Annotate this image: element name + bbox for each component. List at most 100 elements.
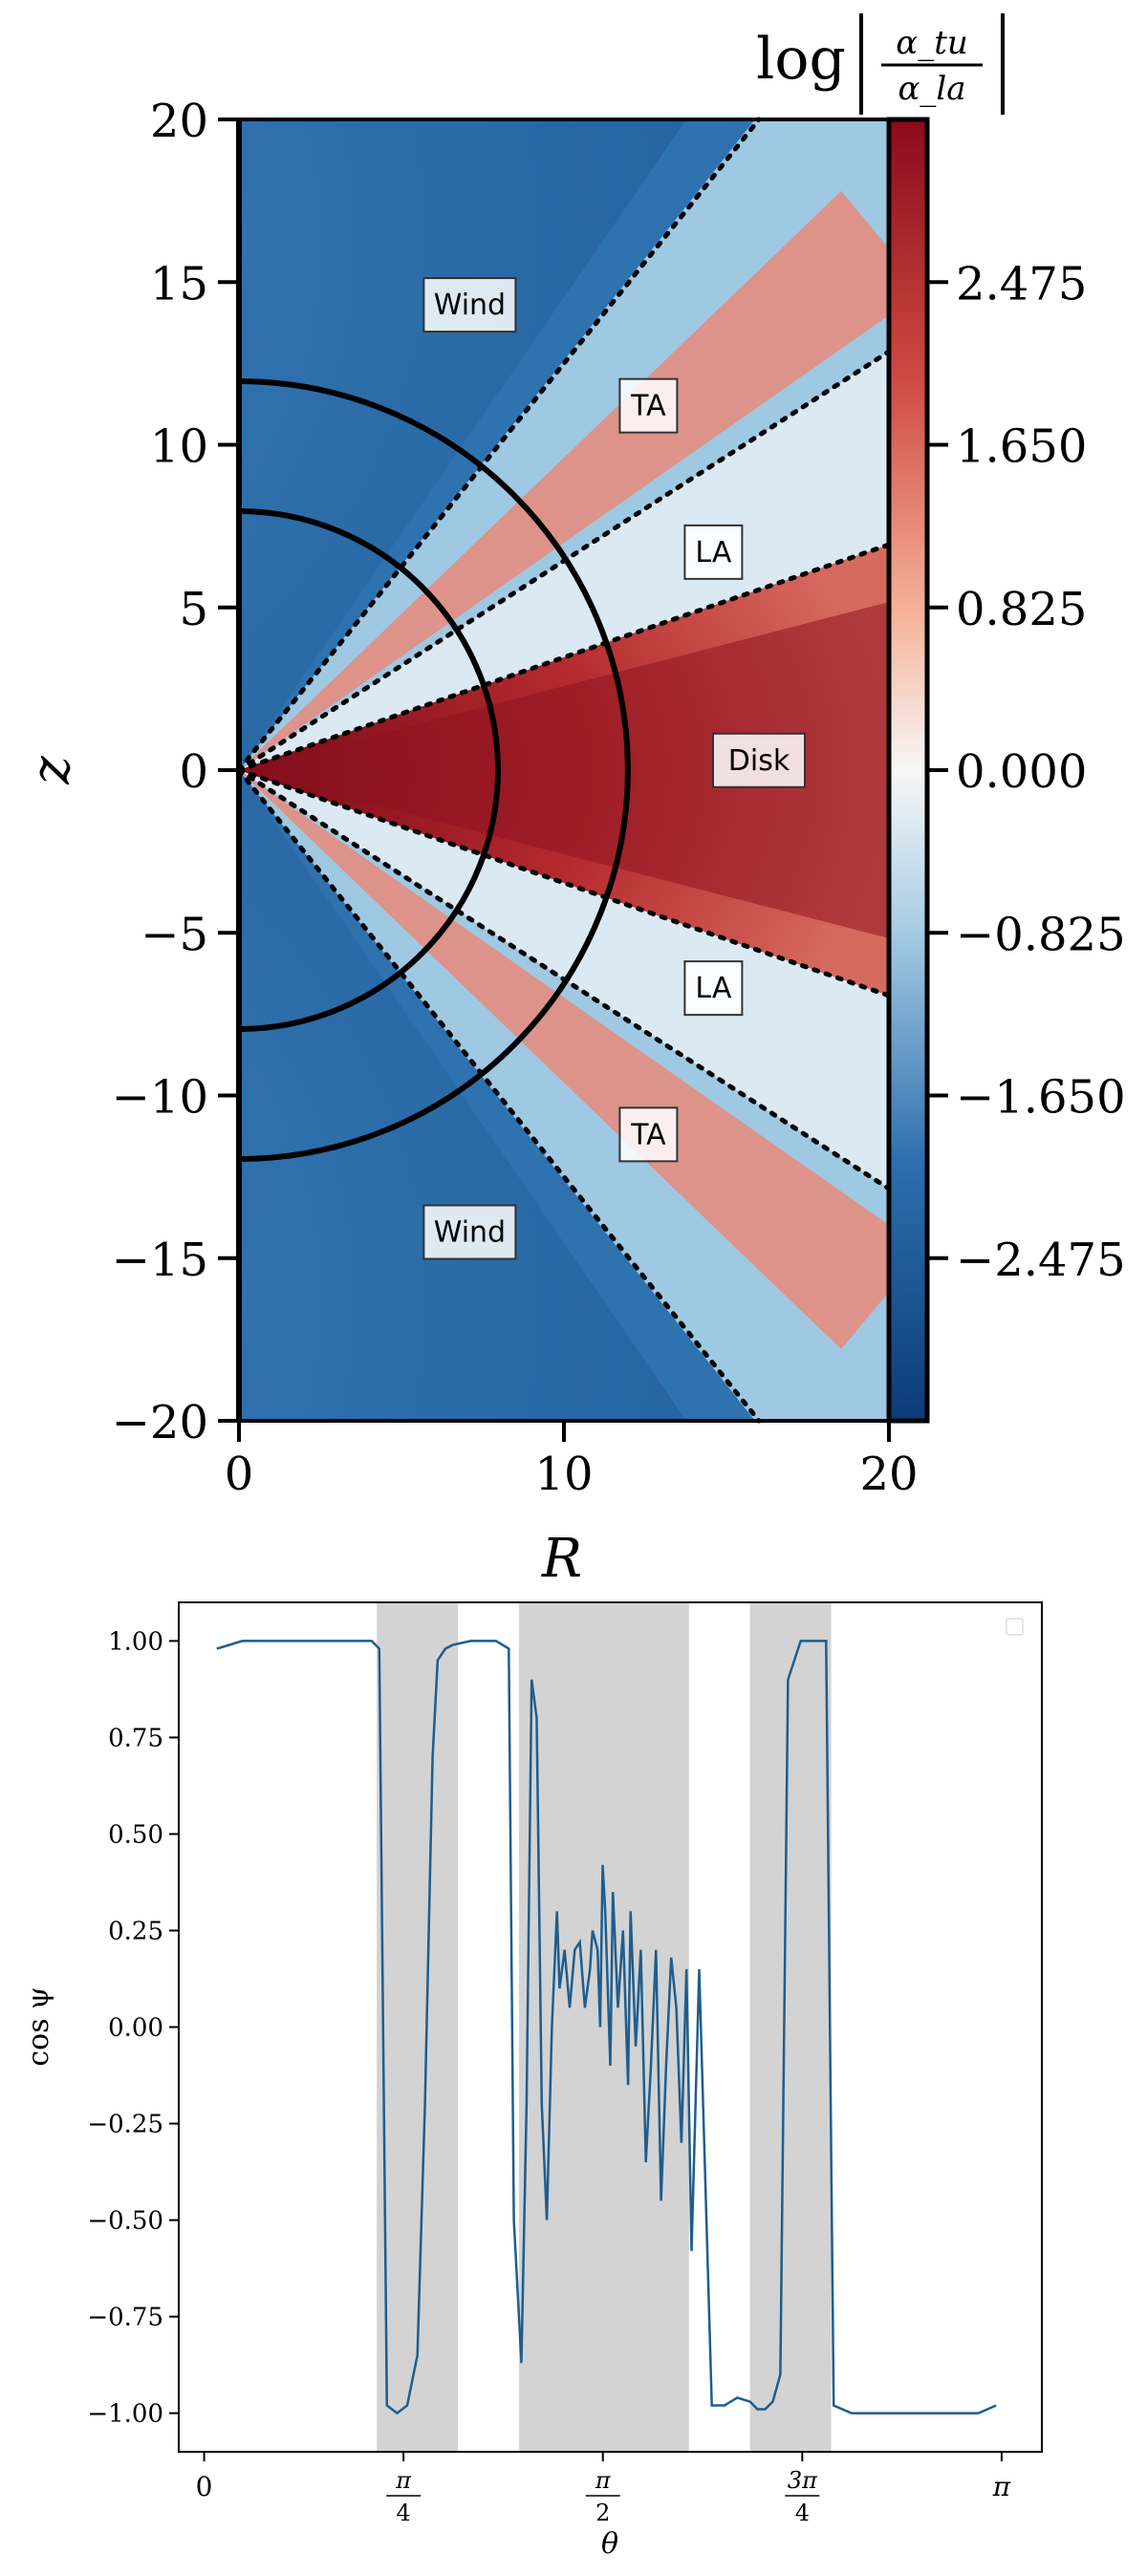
colorbar-label: log α_tu α_la: [756, 13, 1005, 115]
y-tick-label: 10: [150, 420, 208, 474]
region-label-text: Wind: [434, 289, 506, 322]
shaded-interval: [749, 1602, 832, 2452]
circle-r8: [238, 508, 501, 1032]
y-tick-label: 0: [179, 745, 208, 799]
colorbar-ticks: 2.475 1.650 0.825 0.000 −0.825 −1.650 −2.475: [927, 257, 1126, 1287]
region-label-box: [422, 277, 517, 333]
x-tick-numerator: π: [395, 2467, 412, 2494]
boundary-line: [236, 767, 762, 1424]
region-label-box: [683, 524, 744, 580]
y-tick-label: 1.00: [108, 1627, 163, 1656]
region-label-la: LA: [683, 960, 744, 1017]
y-tick-label: −15: [112, 1234, 208, 1287]
boundary-line: [236, 542, 892, 773]
y-tick-label: −20: [112, 1396, 208, 1449]
x-axis-label: θ: [601, 2527, 618, 2561]
x-tick-denominator: 4: [397, 2500, 411, 2526]
region-label-box: [618, 377, 679, 434]
x-tick-label: 0: [225, 1448, 254, 1501]
series-line: [216, 1640, 997, 2415]
boundary-line: [236, 117, 762, 773]
x-tick-label: π4: [386, 2467, 422, 2526]
y-tick-label: −10: [112, 1071, 208, 1125]
disk-core: [239, 602, 889, 938]
line-chart-panel: 1.00 0.75 0.50 0.25 0.00 −0.25 −0.50 −0.75 −1.00…: [22, 1601, 1043, 2561]
boundary-line: [236, 767, 892, 998]
ta-band-lower: [239, 770, 889, 1349]
x-tick-label: 20: [859, 1448, 918, 1501]
y-tick-label: 0.50: [108, 1820, 163, 1849]
y-axis-label: z: [20, 756, 82, 785]
colorbar-tick-label: −1.650: [956, 1071, 1126, 1125]
region-label-text: Wind: [434, 1216, 506, 1250]
region-label-ta: TA: [618, 377, 679, 434]
x-tick-denominator: 2: [595, 2500, 610, 2526]
colorbar-tick-label: 1.650: [956, 420, 1087, 474]
heatmap-field: [239, 119, 889, 1421]
y-tick-label: 20: [150, 95, 208, 148]
region-label-ta: TA: [618, 1106, 679, 1163]
colorbar-tick-label: −0.825: [956, 908, 1126, 961]
heatmap-panel: Wind TA LA Disk LA TA Wind 20 15 10 5 0 −5 −10 −15 −20…: [20, 13, 1126, 1590]
circle-r12: [238, 378, 631, 1162]
region-label-box: [422, 1204, 517, 1260]
boundary-line: [236, 767, 892, 1191]
y-tick-label: 0.25: [108, 1917, 163, 1945]
colorbar: [889, 119, 927, 1421]
x-axis-ticks: 0 10 20: [225, 1421, 919, 1501]
region-label-wind: Wind: [422, 277, 517, 333]
x-tick-label: 10: [534, 1448, 593, 1501]
region-label-text: TA: [630, 1118, 666, 1151]
y-axis-ticks: 1.00 0.75 0.50 0.25 0.00 −0.25 −0.50 −0.75 −1.00: [87, 1627, 179, 2429]
colorbar-tick-label: 0.000: [956, 745, 1087, 799]
y-tick-label: 0.00: [108, 2014, 163, 2043]
x-tick-numerator: π: [595, 2467, 612, 2494]
y-axis-ticks: 20 15 10 5 0 −5 −10 −15 −20: [112, 95, 239, 1449]
colorbar-tick-label: −2.475: [956, 1234, 1126, 1287]
colorbar-label-numerator: α_tu: [896, 24, 968, 62]
region-label-text: TA: [630, 390, 666, 423]
region-labels: Wind TA LA Disk LA TA Wind: [422, 277, 806, 1260]
ta-band-upper: [239, 191, 889, 770]
y-axis-label: cos ψ: [22, 1986, 55, 2066]
boundary-line: [236, 349, 892, 773]
x-tick-label: 3π4: [785, 2467, 820, 2526]
region-label-box: [712, 732, 806, 788]
shaded-interval: [377, 1602, 459, 2452]
boundary-lines: [236, 117, 892, 1424]
x-tick-label: 0: [196, 2471, 213, 2502]
colorbar-label-prefix: log: [756, 26, 846, 93]
ta-region-lower-bg: [239, 770, 889, 1421]
region-label-wind: Wind: [422, 1204, 517, 1260]
colorbar-tick-label: 0.825: [956, 583, 1087, 636]
y-tick-label: −1.00: [87, 2400, 163, 2429]
shaded-intervals: [377, 1602, 832, 2452]
region-label-box: [683, 960, 744, 1017]
shaded-interval: [518, 1602, 689, 2452]
x-tick-label: π2: [585, 2467, 620, 2526]
region-label-text: LA: [695, 536, 731, 569]
y-tick-label: −0.50: [87, 2207, 163, 2236]
wind-region-lower: [239, 770, 686, 1421]
x-tick-label: π: [992, 2471, 1011, 2502]
legend-box: [1006, 1618, 1024, 1636]
wind-region-upper: [239, 119, 686, 770]
x-tick-numerator: 3π: [788, 2467, 818, 2494]
region-label-text: Disk: [728, 744, 790, 778]
region-label-la: LA: [683, 524, 744, 580]
colorbar-tick-label: 2.475: [956, 257, 1087, 311]
y-tick-label: 5: [179, 583, 208, 636]
region-label-text: LA: [695, 972, 731, 1005]
y-tick-label: −5: [141, 908, 208, 961]
y-tick-label: 0.75: [108, 1724, 163, 1752]
y-tick-label: −0.25: [87, 2111, 163, 2139]
y-tick-label: −0.75: [87, 2304, 163, 2332]
colorbar-label-denominator: α_la: [898, 70, 965, 108]
ta-region-upper-bg: [239, 119, 889, 770]
x-tick-denominator: 4: [795, 2500, 810, 2526]
region-label-disk: Disk: [712, 732, 806, 788]
region-label-box: [618, 1106, 679, 1163]
x-axis-label: R: [541, 1528, 582, 1590]
